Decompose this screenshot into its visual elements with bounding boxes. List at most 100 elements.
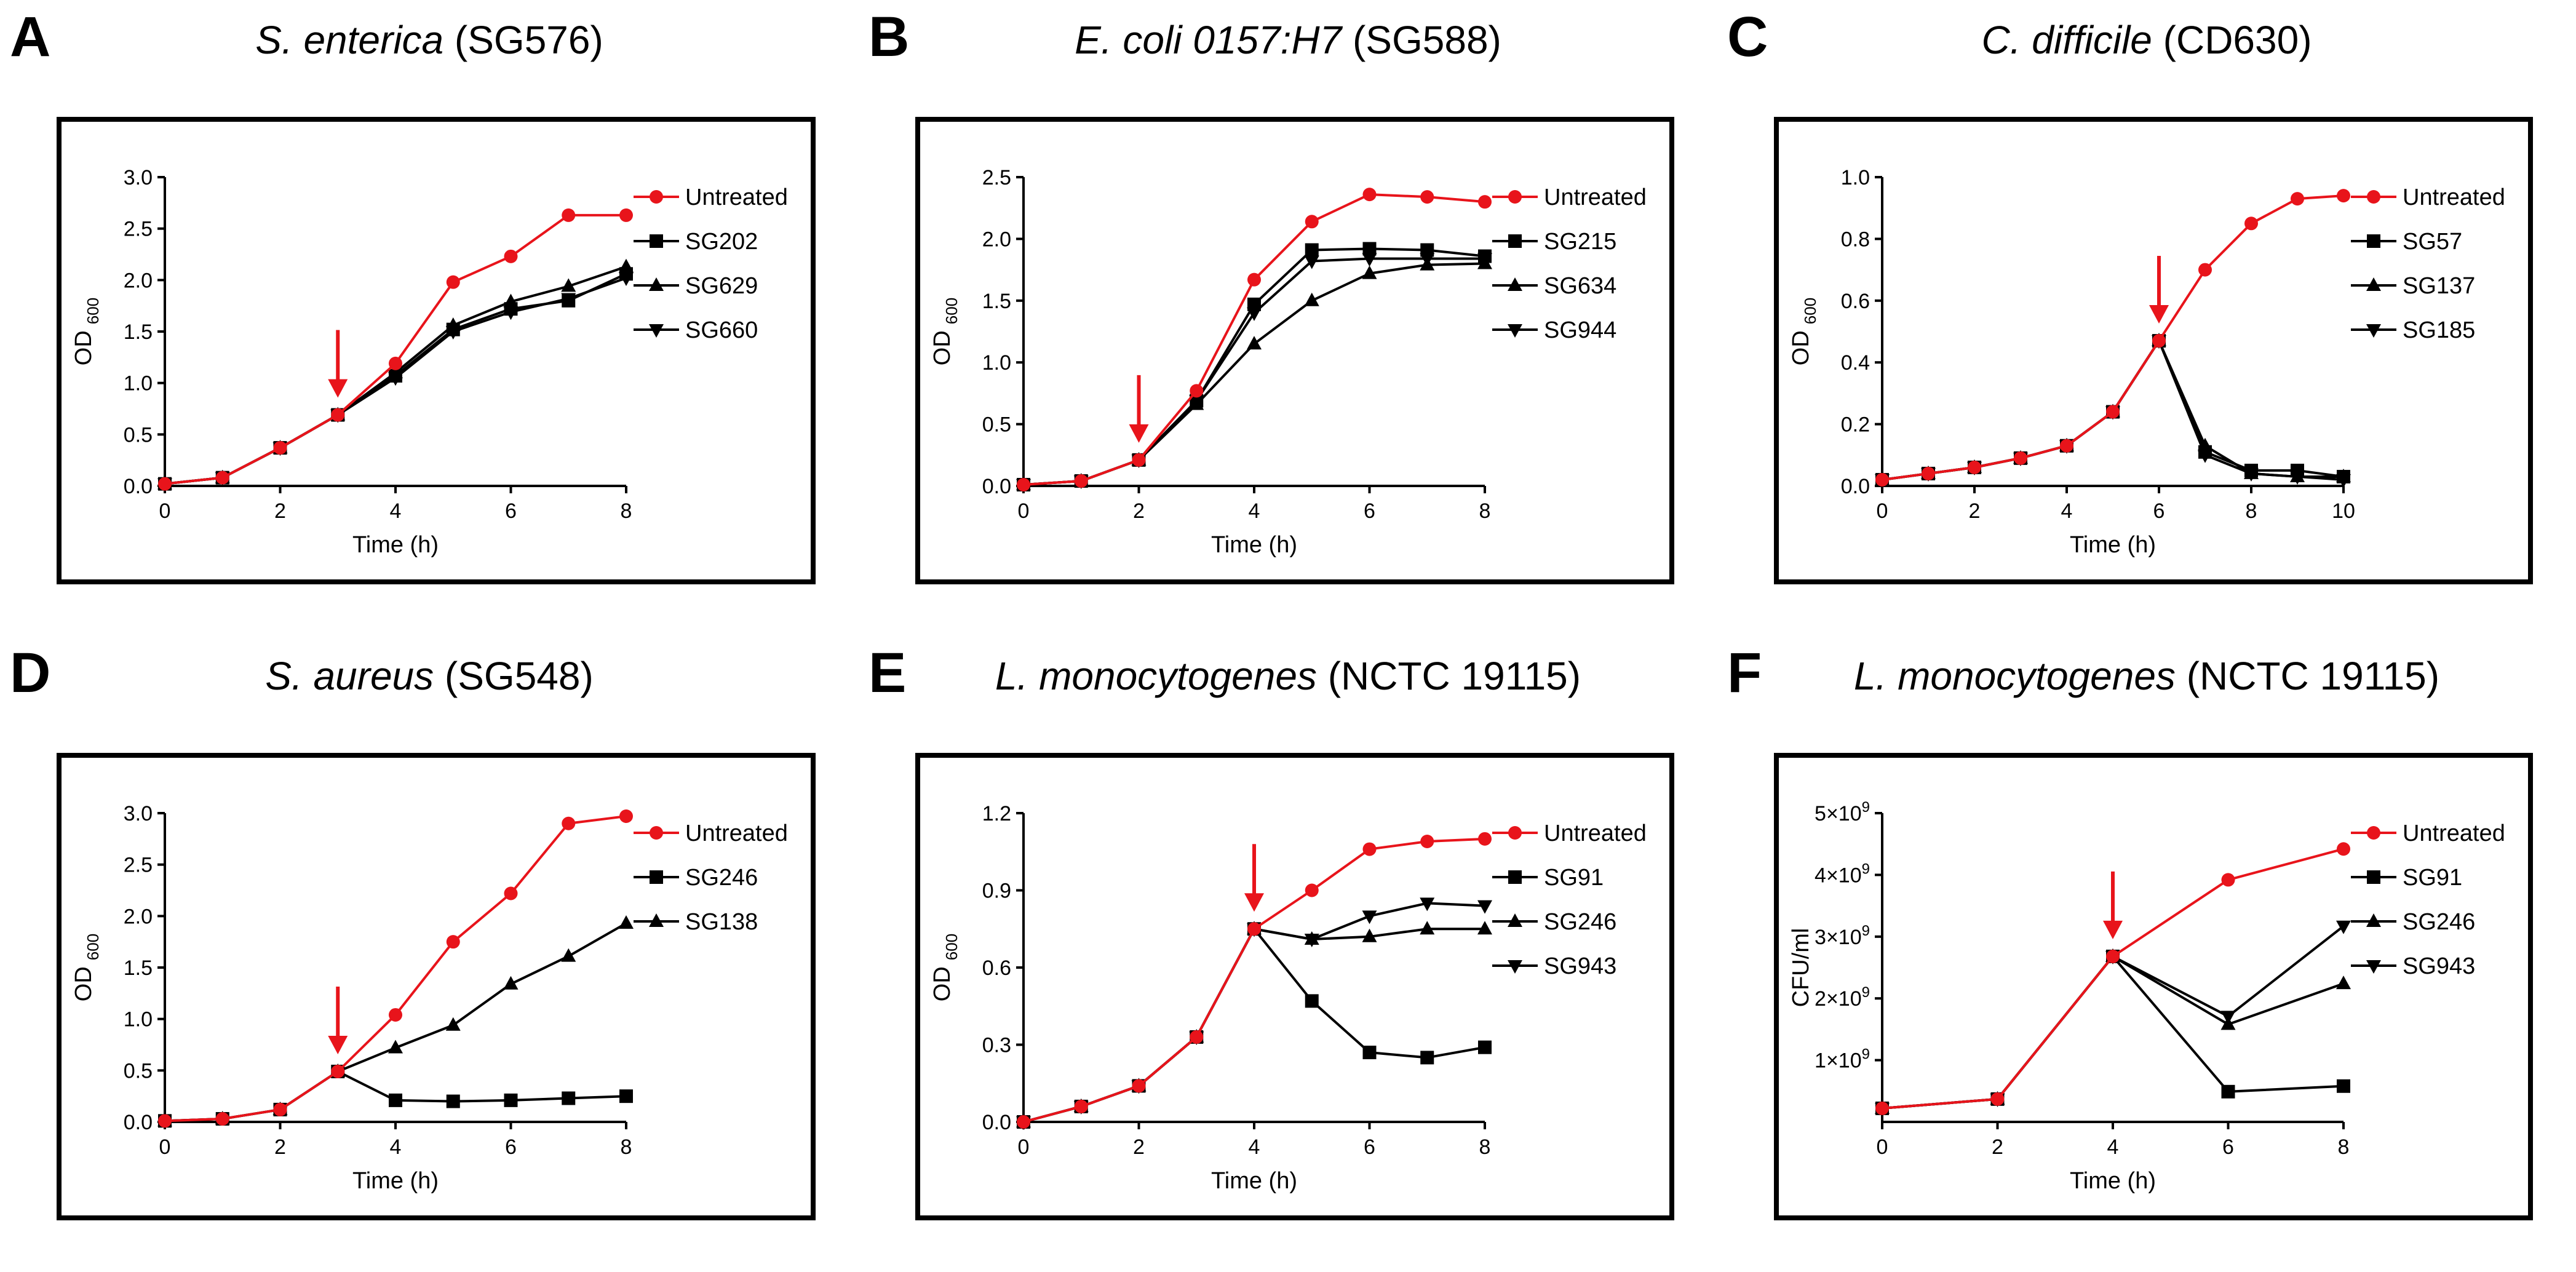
- legend-label: SG138: [685, 909, 758, 935]
- series-line: [1023, 257, 1485, 486]
- data-point: [2060, 439, 2073, 453]
- legend-entry: SG660: [634, 317, 758, 343]
- x-axis-label: Time (h): [352, 532, 439, 558]
- data-point: [562, 816, 576, 830]
- legend-marker: [1508, 870, 1522, 884]
- legend-marker: [2366, 913, 2381, 927]
- y-tick-label: 2×109: [1815, 984, 1870, 1011]
- legend-marker: [2367, 870, 2380, 884]
- series-untreated: [1875, 842, 2350, 1115]
- panel-title-species: S. enterica: [255, 18, 444, 62]
- y-tick-label: 5×109: [1815, 799, 1870, 825]
- data-point: [215, 1111, 229, 1126]
- legend-marker: [1508, 234, 1522, 248]
- data-point: [1968, 460, 1981, 474]
- data-point: [1247, 922, 1261, 936]
- y-tick-label: 0.9: [982, 880, 1011, 903]
- y-tick-label: 0.0: [982, 475, 1011, 498]
- series-sg246: [1016, 921, 1492, 1127]
- data-point: [2336, 920, 2351, 934]
- y-tick-exponent: 9: [1862, 923, 1870, 939]
- x-tick-label: 10: [2332, 499, 2355, 523]
- legend-label: SG215: [1544, 229, 1616, 255]
- legend-label: SG137: [2403, 273, 2475, 299]
- data-point: [1305, 994, 1319, 1008]
- panel-title-species: C. difficile: [1981, 18, 2152, 62]
- y-tick-label: 3.0: [124, 166, 153, 189]
- x-axis-label: Time (h): [1211, 1168, 1297, 1194]
- y-tick-label: 0.8: [1841, 228, 1870, 251]
- y-axis-label: OD 600: [71, 934, 102, 1001]
- legend-entry: SG944: [1492, 317, 1616, 343]
- x-tick-label: 6: [1364, 1135, 1375, 1159]
- y-axis-label-main: OD: [71, 330, 97, 365]
- panel-a: A S. enterica (SG576) 0 2 4 6 8 0.0 0.5 1.0 1.5 2…: [0, 0, 859, 636]
- y-tick-label: 2.0: [124, 905, 153, 928]
- data-point: [1362, 242, 1377, 256]
- chart-a: 0 2 4 6 8 0.0 0.5 1.0 1.5 2.0 2.5 3.0 Time (h) OD 600 U…: [57, 117, 816, 584]
- legend-marker: [2366, 960, 2381, 974]
- y-tick-label: 0.3: [982, 1034, 1011, 1057]
- legend-label: SG629: [685, 273, 758, 299]
- treatment-arrow: [1129, 375, 1149, 443]
- x-tick-label: 6: [505, 1135, 517, 1159]
- arrow-head: [1244, 893, 1264, 912]
- y-axis-label-main: OD: [929, 330, 955, 365]
- data-point: [2291, 192, 2304, 206]
- data-point: [273, 1102, 287, 1116]
- y-tick-label: 0.0: [124, 475, 153, 498]
- data-point: [504, 249, 518, 263]
- data-point: [503, 293, 519, 308]
- legend-marker: [650, 234, 663, 248]
- x-tick-label: 4: [1249, 1135, 1260, 1159]
- data-point: [1247, 272, 1261, 287]
- y-tick-base: 2×10: [1815, 987, 1862, 1011]
- y-tick-exponent: 9: [1862, 861, 1870, 877]
- data-point: [1247, 307, 1262, 321]
- legend-label: SG943: [1544, 953, 1616, 979]
- legend-entry: SG246: [634, 865, 758, 891]
- data-point: [1074, 474, 1088, 488]
- series-untreated: [1875, 189, 2350, 487]
- y-tick-label: 3.0: [124, 802, 153, 825]
- y-axis-label-subscript: 600: [84, 298, 102, 324]
- data-point: [1875, 472, 1889, 487]
- data-point: [1189, 395, 1204, 409]
- data-point: [2336, 474, 2351, 488]
- arrow-head: [2149, 305, 2169, 324]
- x-tick-label: 2: [1992, 1135, 2003, 1159]
- y-tick-label: 2.5: [124, 218, 153, 241]
- y-tick-label: 0.6: [982, 956, 1011, 980]
- x-tick-label: 4: [390, 1135, 402, 1159]
- panel-title-species: S. aureus: [265, 654, 434, 698]
- data-point: [2221, 1084, 2235, 1099]
- y-tick-label: 1.0: [1841, 166, 1870, 189]
- y-tick-label: 1.0: [124, 1008, 153, 1032]
- series-line: [1023, 262, 1485, 486]
- data-point: [504, 886, 518, 900]
- legend-entry: SG91: [2351, 865, 2462, 891]
- x-tick-label: 0: [1877, 1135, 1888, 1159]
- panel-title: L. monocytogenes (NCTC 19115): [859, 653, 1717, 699]
- panel-b: B E. coli 0157:H7 (SG588) 0 2 4 6 8 0.0 0.5 1.0…: [859, 0, 1717, 636]
- data-point: [503, 976, 519, 990]
- data-point: [1478, 195, 1492, 209]
- legend-entry: SG629: [634, 273, 758, 299]
- legend-marker: [1508, 190, 1522, 204]
- panel-title: C. difficile (CD630): [1717, 17, 2576, 63]
- y-axis-label-subscript: 600: [1801, 298, 1819, 324]
- y-tick-label: 0.0: [982, 1111, 1011, 1134]
- x-tick-label: 4: [2061, 499, 2073, 523]
- series-line: [1023, 928, 1485, 1123]
- panel-title-species: L. monocytogenes: [995, 654, 1317, 698]
- treatment-arrow: [328, 330, 348, 398]
- panel-c: C C. difficile (CD630) 0 2 4 6 8 10 0.0 0.2 0.4 0…: [1717, 0, 2576, 636]
- treatment-arrow: [2149, 256, 2169, 324]
- y-tick-label: 1.0: [124, 372, 153, 396]
- y-axis-label-main: OD: [929, 966, 955, 1001]
- series-sg634: [1016, 255, 1492, 490]
- y-tick-label: 1.2: [982, 802, 1011, 825]
- y-axis-label-main: OD: [1788, 330, 1814, 365]
- data-point: [389, 1008, 402, 1022]
